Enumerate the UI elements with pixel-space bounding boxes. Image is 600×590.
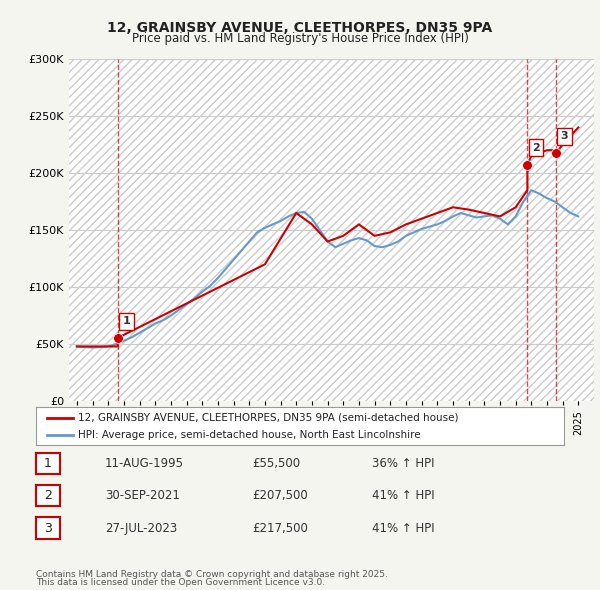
Text: Price paid vs. HM Land Registry's House Price Index (HPI): Price paid vs. HM Land Registry's House … xyxy=(131,32,469,45)
Text: 1: 1 xyxy=(122,316,130,326)
Text: HPI: Average price, semi-detached house, North East Lincolnshire: HPI: Average price, semi-detached house,… xyxy=(78,430,421,440)
Text: This data is licensed under the Open Government Licence v3.0.: This data is licensed under the Open Gov… xyxy=(36,578,325,587)
Text: 27-JUL-2023: 27-JUL-2023 xyxy=(105,522,177,535)
Text: 30-SEP-2021: 30-SEP-2021 xyxy=(105,489,180,502)
Text: £217,500: £217,500 xyxy=(252,522,308,535)
Text: 3: 3 xyxy=(561,132,568,142)
Text: £55,500: £55,500 xyxy=(252,457,300,470)
Text: £207,500: £207,500 xyxy=(252,489,308,502)
Text: 36% ↑ HPI: 36% ↑ HPI xyxy=(372,457,434,470)
Text: 1: 1 xyxy=(44,457,52,470)
Text: 2: 2 xyxy=(44,489,52,502)
Text: 3: 3 xyxy=(44,522,52,535)
Text: Contains HM Land Registry data © Crown copyright and database right 2025.: Contains HM Land Registry data © Crown c… xyxy=(36,571,388,579)
Text: 2: 2 xyxy=(532,143,540,153)
Text: 41% ↑ HPI: 41% ↑ HPI xyxy=(372,489,434,502)
Text: 11-AUG-1995: 11-AUG-1995 xyxy=(105,457,184,470)
Text: 12, GRAINSBY AVENUE, CLEETHORPES, DN35 9PA (semi-detached house): 12, GRAINSBY AVENUE, CLEETHORPES, DN35 9… xyxy=(78,413,459,423)
Text: 12, GRAINSBY AVENUE, CLEETHORPES, DN35 9PA: 12, GRAINSBY AVENUE, CLEETHORPES, DN35 9… xyxy=(107,21,493,35)
Text: 41% ↑ HPI: 41% ↑ HPI xyxy=(372,522,434,535)
